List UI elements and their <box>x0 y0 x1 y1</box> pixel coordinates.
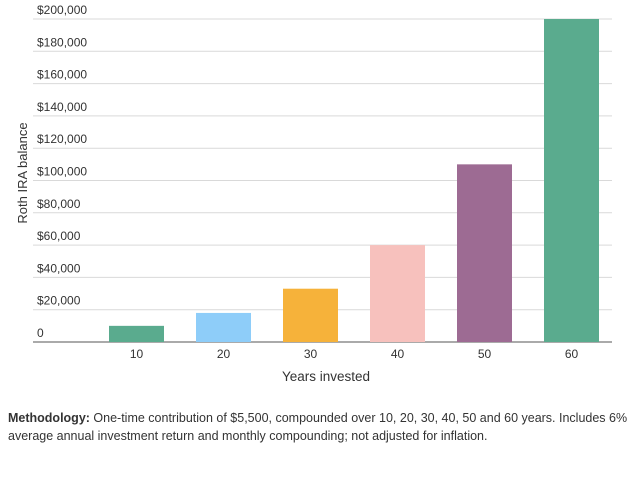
methodology-note: Methodology: One-time contribution of $5… <box>8 409 628 445</box>
x-tick-label: 50 <box>478 347 492 361</box>
y-tick-label: $60,000 <box>37 229 81 243</box>
y-tick-label: $160,000 <box>37 68 87 82</box>
x-axis-tick-labels: 10 20 30 40 50 60 <box>130 347 579 361</box>
x-tick-label: 30 <box>304 347 318 361</box>
bar-20-years <box>196 312 251 342</box>
x-tick-label: 60 <box>565 347 579 361</box>
x-tick-label: 20 <box>217 347 231 361</box>
bar-10-years <box>109 325 164 342</box>
bar-30-years <box>283 288 338 342</box>
bar-50-years <box>457 164 512 342</box>
bar-chart: 0 $20,000 $40,000 $60,000 $80,000 $100,000 $12… <box>15 3 612 384</box>
bars <box>109 19 599 342</box>
methodology-text: One-time contribution of $5,500, compoun… <box>8 411 628 443</box>
y-axis-tick-labels: 0 $20,000 $40,000 $60,000 $80,000 $100,000 $12… <box>37 3 87 340</box>
methodology-label: Methodology: <box>8 411 90 425</box>
y-tick-label: $140,000 <box>37 100 87 114</box>
bar-60-years <box>544 19 599 342</box>
y-tick-label: $80,000 <box>37 197 81 211</box>
y-tick-label: $20,000 <box>37 294 81 308</box>
gridlines <box>33 18 612 343</box>
x-tick-label: 40 <box>391 347 405 361</box>
y-axis-label: Roth IRA balance <box>15 122 30 223</box>
bar-40-years <box>370 245 425 342</box>
y-tick-label: $200,000 <box>37 3 87 17</box>
y-tick-label: $100,000 <box>37 165 87 179</box>
x-axis-label: Years invested <box>282 369 370 384</box>
y-tick-label: $40,000 <box>37 261 81 275</box>
y-tick-label: 0 <box>37 326 44 340</box>
x-tick-label: 10 <box>130 347 144 361</box>
y-tick-label: $180,000 <box>37 35 87 49</box>
y-tick-label: $120,000 <box>37 132 87 146</box>
